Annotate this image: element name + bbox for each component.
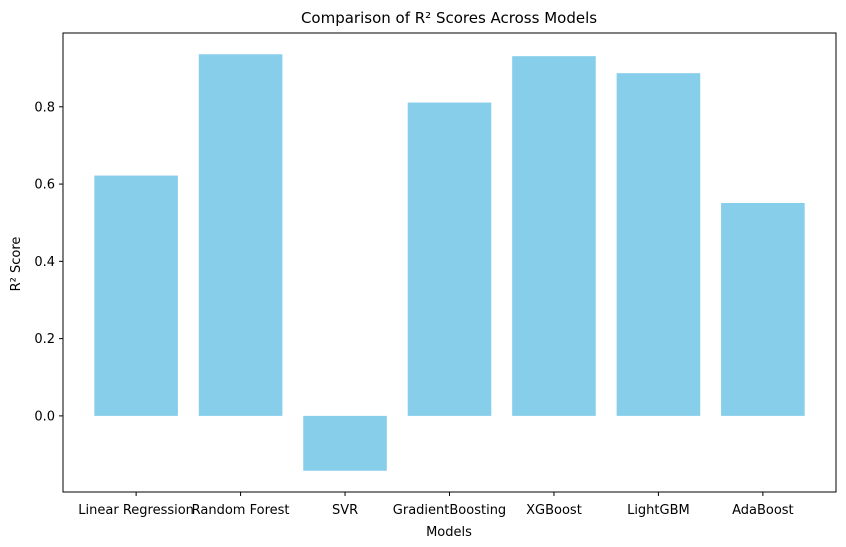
y-tick-label: 0.8	[34, 100, 55, 115]
bar	[94, 175, 178, 416]
x-tick-label: Random Forest	[192, 503, 290, 518]
y-tick-label: 0.0	[34, 409, 55, 424]
x-tick-label: LightGBM	[627, 503, 690, 518]
y-tick-label: 0.2	[34, 332, 55, 347]
x-tick-label: AdaBoost	[732, 503, 794, 518]
bar	[198, 54, 283, 416]
y-tick-label: 0.6	[34, 178, 55, 193]
x-tick-label: GradientBoosting	[393, 503, 506, 518]
y-tick-label: 0.4	[34, 255, 55, 270]
chart-title: Comparison of R² Scores Across Models	[301, 9, 597, 27]
bar	[512, 56, 596, 416]
y-axis-label: R² Score	[9, 237, 24, 292]
x-tick-label: Linear Regression	[78, 503, 194, 518]
bar	[303, 415, 387, 471]
bars	[94, 54, 805, 471]
x-tick-label: SVR	[332, 503, 358, 518]
x-axis-label: Models	[426, 525, 472, 540]
y-axis-ticks: 0.0 0.2 0.4 0.6 0.8	[34, 100, 63, 424]
bar	[616, 73, 701, 416]
x-tick-label: XGBoost	[526, 503, 582, 518]
bar	[407, 102, 492, 416]
plot-frame	[62, 32, 837, 493]
bar	[721, 203, 805, 416]
